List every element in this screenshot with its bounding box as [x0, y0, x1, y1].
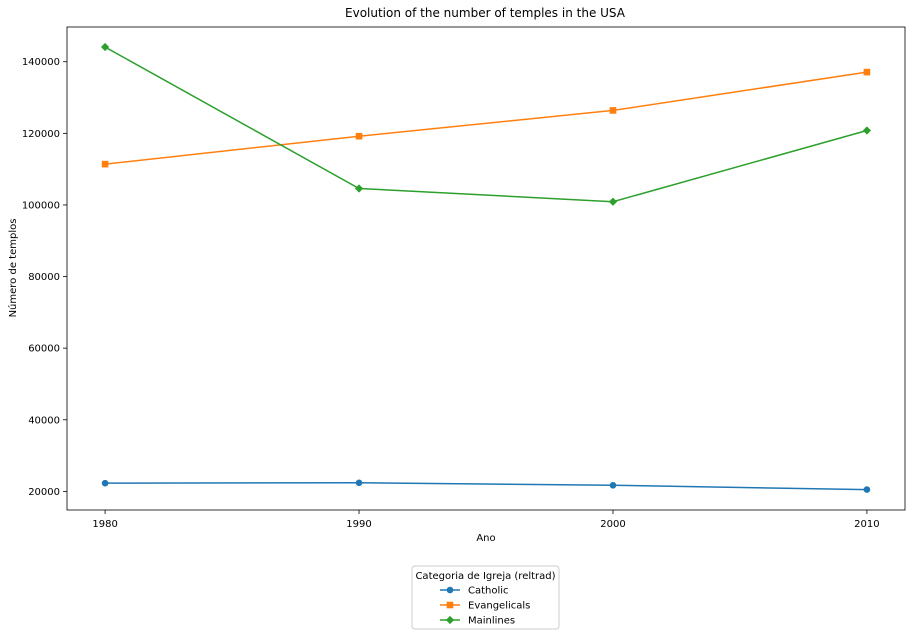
y-axis: 20000 40000 60000 80000 100000 120000 140000 [22, 57, 67, 498]
data-point-catholic [863, 486, 871, 493]
x-axis: 1980 1990 2000 2010 [92, 510, 880, 530]
series-catholic [101, 479, 871, 493]
data-point-mainlines [354, 184, 364, 193]
x-tick-label: 2010 [854, 519, 879, 530]
data-point-catholic [609, 481, 617, 489]
y-axis-title: Número de templos [7, 219, 19, 318]
legend-label-catholic: Catholic [468, 586, 509, 597]
series-evangelicals [101, 68, 871, 168]
data-point-mainlines [862, 126, 872, 135]
data-point-catholic [355, 479, 363, 487]
series-line-evangelicals [105, 71, 868, 165]
legend-entry-mainlines: Mainlines [440, 616, 515, 627]
data-point-evangelicals [863, 68, 871, 76]
legend-entry-evangelicals: Evangelicals [440, 601, 530, 612]
legend-entry-catholic: Catholic [440, 586, 509, 597]
y-tick-label: 140000 [22, 57, 60, 68]
y-tick-label: 20000 [28, 487, 60, 498]
legend-marker-catholic [446, 586, 454, 594]
legend-frame [411, 565, 560, 630]
legend: Categoria de Igreja (reltrad) Catholic Ev… [411, 565, 560, 630]
data-point-evangelicals [355, 132, 363, 140]
series-mainlines [100, 42, 872, 206]
legend-title: Categoria de Igreja (reltrad) [415, 571, 555, 582]
x-tick-label: 1990 [346, 519, 371, 530]
series-line-mainlines [104, 46, 868, 203]
legend-marker-evangelicals [446, 601, 454, 609]
x-axis-title: Ano [476, 533, 495, 544]
chart-title: Evolution of the number of temples in th… [345, 6, 626, 20]
y-tick-label: 60000 [28, 344, 60, 355]
y-tick-label: 40000 [28, 415, 60, 426]
data-point-catholic [101, 479, 109, 487]
data-point-evangelicals [609, 107, 617, 114]
legend-label-mainlines: Mainlines [468, 616, 515, 627]
y-tick-label: 120000 [22, 129, 60, 140]
x-tick-label: 1980 [92, 519, 117, 530]
y-tick-label: 80000 [28, 272, 60, 283]
data-point-evangelicals [101, 160, 109, 168]
series-line-catholic [105, 482, 867, 491]
y-tick-label: 100000 [22, 200, 60, 211]
legend-marker-mainlines [445, 615, 455, 625]
series-layer [100, 42, 872, 493]
x-tick-label: 2000 [600, 519, 625, 530]
plot-area [66, 26, 906, 511]
data-point-mainlines [100, 42, 110, 52]
legend-label-evangelicals: Evangelicals [468, 601, 530, 612]
data-point-mainlines [608, 197, 618, 206]
